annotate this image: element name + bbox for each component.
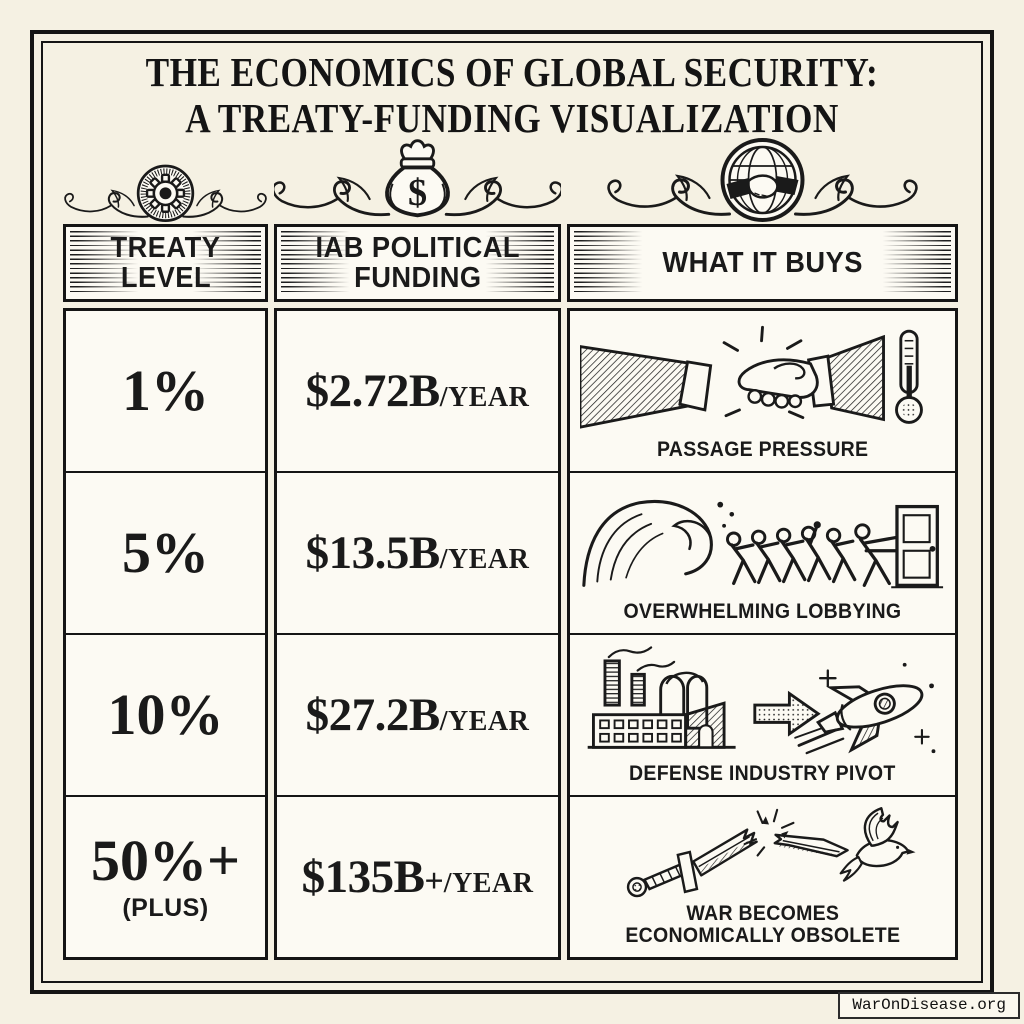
row-caption: WAR BECOMES ECONOMICALLY OBSOLETE — [625, 901, 900, 948]
column-header-funding: IAB POLITICAL FUNDING — [274, 224, 561, 302]
funding-value: $27.2B/YEAR — [305, 689, 530, 741]
table-body: 1% 5% 10% 50%+ (PLUS) $2.72B/YEAR — [63, 308, 958, 960]
table-row: 5% — [66, 471, 265, 633]
funding-value: $135B +/YEAR — [301, 851, 534, 903]
table-row: PASSAGE PRESSURE — [570, 311, 955, 471]
table-row: OVERWHELMING LOBBYING — [570, 471, 955, 633]
table-row: DEFENSE INDUSTRY PIVOT — [570, 633, 955, 795]
table-row: 10% — [66, 633, 265, 795]
table-row: $2.72B/YEAR — [277, 311, 558, 471]
treaty-level-column: 1% 5% 10% 50%+ (PLUS) — [63, 308, 268, 960]
globe-handshake-icon — [607, 138, 918, 222]
what-it-buys-column: PASSAGE PRESSURE — [567, 308, 958, 960]
funding-value: $13.5B/YEAR — [305, 527, 530, 579]
broken-sword-dove-icon — [626, 807, 916, 898]
row-caption: OVERWHELMING LOBBYING — [623, 600, 902, 624]
inner-frame — [41, 41, 983, 983]
wave-crowd-door-icon — [582, 500, 944, 589]
page-title: THE ECONOMICS OF GLOBAL SECURITY: A TREA… — [0, 49, 1024, 142]
title-line-1: THE ECONOMICS OF GLOBAL SECURITY: — [145, 49, 879, 95]
treaty-level-note: (PLUS) — [122, 893, 209, 922]
funding-column: $2.72B/YEAR $13.5B/YEAR $27.2B/YEAR $135… — [274, 308, 561, 960]
table-row: $27.2B/YEAR — [277, 633, 558, 795]
money-bag-icon: $ — [274, 139, 561, 218]
treaty-level-value: 10% — [107, 682, 224, 747]
table-row: 50%+ (PLUS) — [66, 795, 265, 957]
table-row: $13.5B/YEAR — [277, 471, 558, 633]
svg-text:$: $ — [408, 172, 427, 214]
row-caption: DEFENSE INDUSTRY PIVOT — [629, 762, 896, 786]
funding-value: $2.72B/YEAR — [305, 365, 530, 417]
watermark-text: WarOnDisease.org — [852, 996, 1006, 1014]
gear-icon — [64, 164, 267, 222]
column-header-what-it-buys: WHAT IT BUYS — [567, 224, 958, 302]
row-caption: PASSAGE PRESSURE — [656, 438, 869, 462]
treaty-level-value: 50%+ — [90, 827, 241, 893]
column-header-treaty-level: TREATY LEVEL — [63, 224, 268, 302]
treaty-level-value: 5% — [122, 520, 209, 585]
handshake-thermometer-icon — [580, 325, 923, 429]
table-row: $135B +/YEAR — [277, 795, 558, 957]
table-header-row: TREATY LEVEL IAB POLITICAL FUNDING WHAT … — [63, 224, 958, 302]
table-row: WAR BECOMES ECONOMICALLY OBSOLETE — [570, 795, 955, 957]
title-line-2: A TREATY-FUNDING VISUALIZATION — [185, 94, 839, 141]
ornament-band: $ — [63, 134, 958, 222]
table-row: 1% — [66, 311, 265, 471]
watermark: WarOnDisease.org — [838, 992, 1020, 1019]
treaty-level-value: 1% — [122, 358, 209, 423]
factory-to-rocket-icon — [587, 646, 936, 755]
outer-frame — [30, 30, 994, 994]
